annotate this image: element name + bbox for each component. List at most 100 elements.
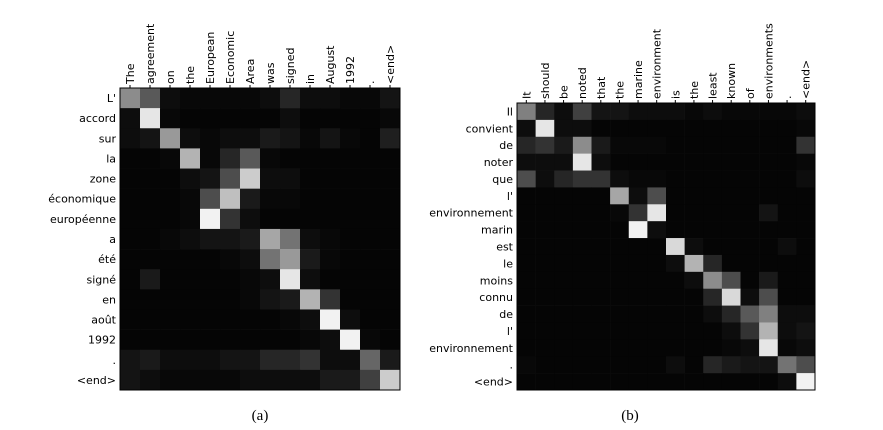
cell — [200, 148, 221, 169]
cell — [120, 289, 141, 310]
cell — [535, 322, 555, 340]
cell — [759, 103, 779, 121]
cell — [740, 170, 760, 188]
cell — [628, 356, 648, 374]
cell — [572, 221, 592, 239]
cell — [180, 88, 201, 109]
cell — [703, 271, 723, 290]
cell — [240, 148, 261, 169]
cell — [260, 228, 281, 250]
y-label: connu — [479, 291, 513, 304]
y-label: a — [109, 233, 116, 246]
cell — [120, 249, 141, 270]
y-label: en — [102, 293, 116, 306]
cell — [554, 356, 574, 374]
cell — [777, 322, 797, 340]
cell — [647, 238, 667, 256]
cell — [591, 238, 611, 256]
x-label: It — [520, 91, 533, 99]
x-label: was — [264, 62, 277, 84]
cell — [320, 228, 341, 250]
x-label: noted — [576, 67, 589, 99]
cell — [554, 238, 574, 256]
x-label: The — [124, 63, 137, 85]
cell — [554, 103, 574, 121]
cell — [721, 339, 741, 357]
cell — [796, 221, 816, 239]
cell — [260, 269, 281, 290]
cell — [200, 128, 221, 149]
cell — [721, 305, 741, 323]
cell — [777, 339, 797, 357]
cell — [628, 221, 648, 239]
caption: (a) — [252, 408, 269, 424]
cell — [759, 288, 779, 306]
cell — [240, 108, 261, 129]
cell — [703, 254, 723, 273]
cell — [360, 208, 381, 230]
cell — [160, 249, 181, 270]
x-label: be — [558, 85, 571, 99]
x-label: known — [725, 63, 738, 99]
cell — [360, 249, 381, 270]
cell — [160, 148, 181, 169]
cell — [360, 269, 381, 290]
cell — [140, 108, 161, 129]
cell — [200, 269, 221, 290]
cell — [796, 305, 816, 323]
cell — [572, 271, 592, 290]
cell — [535, 136, 555, 154]
cell — [740, 187, 760, 205]
y-label: sur — [99, 132, 117, 145]
cell — [684, 103, 704, 121]
cell — [591, 136, 611, 154]
cell — [759, 305, 779, 323]
x-label: on — [164, 70, 177, 84]
cell — [610, 322, 630, 340]
cell — [320, 329, 341, 351]
cell — [220, 269, 241, 290]
cell — [666, 356, 685, 374]
cell — [517, 119, 536, 138]
cell — [160, 88, 181, 109]
cell — [320, 269, 341, 290]
cell — [554, 136, 574, 154]
x-label: that — [595, 76, 608, 99]
cell — [591, 356, 611, 374]
cell — [120, 128, 141, 149]
cell — [666, 204, 685, 222]
cell — [200, 329, 221, 351]
cell — [647, 373, 667, 391]
cell — [759, 339, 779, 357]
cell — [180, 128, 201, 149]
cell — [535, 103, 555, 121]
cell — [120, 369, 141, 391]
cell — [535, 254, 555, 273]
cell — [160, 309, 181, 330]
cell — [610, 288, 630, 306]
cell — [180, 369, 201, 391]
cell — [160, 128, 181, 149]
cell — [666, 305, 685, 323]
y-label: le — [503, 257, 513, 270]
cell — [160, 289, 181, 310]
cell — [240, 349, 261, 371]
cell — [684, 119, 704, 138]
cell — [260, 148, 281, 169]
cell — [300, 128, 321, 149]
cell — [796, 103, 816, 121]
cell — [380, 168, 401, 189]
cell — [517, 136, 536, 154]
cell — [517, 221, 536, 239]
cell — [591, 153, 611, 171]
cell — [360, 88, 381, 109]
cell — [703, 356, 723, 374]
cell — [517, 153, 536, 171]
cell — [759, 238, 779, 256]
cell — [160, 349, 181, 371]
cell — [666, 187, 685, 205]
cell — [703, 153, 723, 171]
cell — [721, 288, 741, 306]
cell — [120, 108, 141, 129]
cell — [572, 153, 592, 171]
